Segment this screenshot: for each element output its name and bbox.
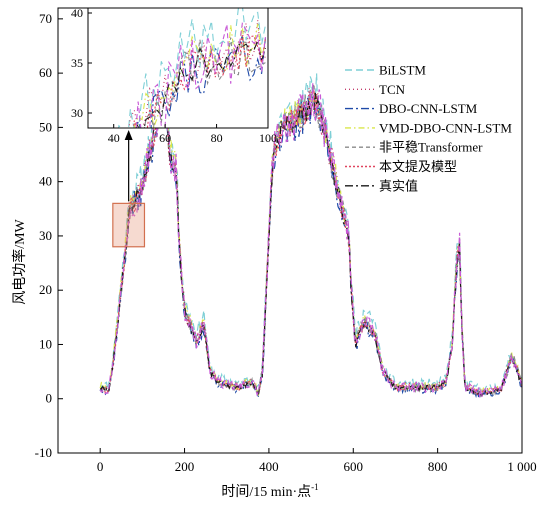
legend-label-6: 本文提及模型 xyxy=(379,159,457,174)
zoom-arrow-head xyxy=(124,130,133,140)
inset-series-line-1 xyxy=(117,8,266,128)
x-tick-label-400: 400 xyxy=(259,459,279,474)
axis-labels: 风电功率/MW 时间/15 min·点-1 xyxy=(11,218,319,500)
y-tick-label--10: -10 xyxy=(35,445,52,460)
inset-series-line-7 xyxy=(135,38,266,128)
x-tick-label-0: 0 xyxy=(97,459,104,474)
series-line-5 xyxy=(99,83,522,398)
inset-series-lines xyxy=(117,8,266,128)
y-axis-label: 风电功率/MW xyxy=(11,218,28,304)
inset-series-line-8 xyxy=(135,21,266,128)
inset-y-tick-label-35: 35 xyxy=(71,56,83,70)
legend-label-3: DBO-CNN-LSTM xyxy=(379,101,478,116)
x-axis-label: 时间/15 min·点-1 xyxy=(221,482,318,500)
main-plot: 0 200 400 600 800 1 000 -10 0 10 20 30 40 50 60 70 xyxy=(35,7,537,474)
inset-series-line-6 xyxy=(133,35,266,128)
inset-x-tick-label-100: 100 xyxy=(259,131,277,145)
y-tick-label-20: 20 xyxy=(39,282,52,297)
y-tick-label-30: 30 xyxy=(39,228,52,243)
zoom-source-box xyxy=(112,202,146,248)
x-tick-label-600: 600 xyxy=(344,459,364,474)
inset-series-line-5 xyxy=(143,37,266,128)
inset-frame xyxy=(87,7,269,129)
legend-label-2: TCN xyxy=(379,82,406,97)
y-tick-label-50: 50 xyxy=(39,119,52,134)
y-tick-label-40: 40 xyxy=(39,174,52,189)
series-line-7 xyxy=(99,92,522,396)
y-tick-label-0: 0 xyxy=(46,391,53,406)
legend-label-1: BiLSTM xyxy=(379,63,426,78)
y-tick-label-70: 70 xyxy=(39,11,52,26)
inset-y-tick-label-40: 40 xyxy=(71,6,83,20)
x-axis-label-superscript: -1 xyxy=(311,482,319,492)
series-line-8 xyxy=(99,83,522,398)
inset-x-tick-label-60: 60 xyxy=(159,131,171,145)
legend-label-7: 真实值 xyxy=(379,178,418,193)
y-tick-label-60: 60 xyxy=(39,65,52,80)
x-tick-label-200: 200 xyxy=(175,459,195,474)
legend-label-4: VMD-DBO-CNN-LSTM xyxy=(379,120,512,135)
series-lines xyxy=(99,73,522,399)
x-tick-label-1000: 1 000 xyxy=(507,459,536,474)
y-tick-label-10: 10 xyxy=(39,336,52,351)
legend: BiLSTM TCN DBO-CNN-LSTM VMD-DBO-CNN-LSTM 非平稳… xyxy=(345,63,512,193)
inset-series-line-3 xyxy=(136,35,266,128)
plot-frame xyxy=(57,7,523,454)
inset-x-tick-label-40: 40 xyxy=(108,131,120,145)
legend-label-5: 非平稳Transformer xyxy=(379,140,483,155)
x-axis-label-main: 时间/15 min·点 xyxy=(221,484,311,500)
inset-y-tick-label-30: 30 xyxy=(71,106,83,120)
x-tick-label-800: 800 xyxy=(428,459,448,474)
inset-x-tick-label-80: 80 xyxy=(211,131,223,145)
inset-plot: 40 60 80 100 30 35 40 xyxy=(71,6,277,145)
